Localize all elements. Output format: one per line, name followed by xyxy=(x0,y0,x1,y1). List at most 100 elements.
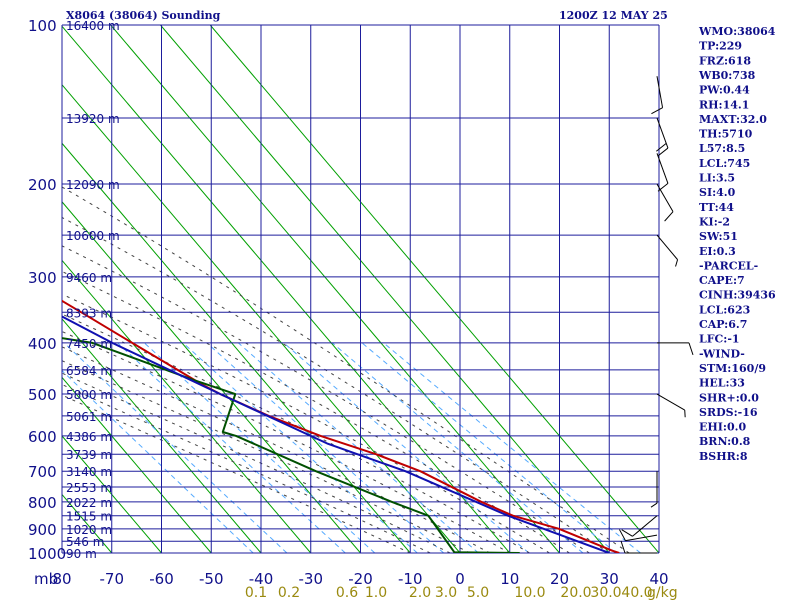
index-item: BSHR:8 xyxy=(699,450,748,463)
mixing-ratio-label: 30.0 xyxy=(590,585,621,600)
height-label: 9460 m xyxy=(66,271,112,285)
isotherm-line xyxy=(62,376,212,553)
pressure-tick-label: 1000 xyxy=(28,545,66,563)
temperature-tick-label: 40 xyxy=(649,570,668,588)
height-label: 1020 m xyxy=(66,523,112,537)
wind-barb xyxy=(656,117,669,157)
height-label: 5800 m xyxy=(66,388,112,402)
isotherm-line xyxy=(160,25,610,553)
isotherm-line xyxy=(110,25,560,553)
index-item: TH:5710 xyxy=(699,128,753,141)
index-item: RH:14.1 xyxy=(699,98,749,111)
dewpoint-line xyxy=(62,337,520,553)
wind-barb-flag xyxy=(688,342,694,356)
temperature-tick-label: 0 xyxy=(455,570,465,588)
temperature-tick-label: 10 xyxy=(500,570,519,588)
mixing-ratio-label: 2.0 xyxy=(409,585,431,600)
index-item: EHI:0.0 xyxy=(699,421,746,434)
height-label: 3140 m xyxy=(66,465,112,479)
index-item: FRZ:618 xyxy=(699,54,751,67)
pressure-tick-label: 200 xyxy=(28,176,57,194)
pressure-tick-label: 400 xyxy=(28,335,57,353)
index-item: MAXT:32.0 xyxy=(699,113,767,126)
temperature-tick-label: -10 xyxy=(398,570,423,588)
wind-barb-flag xyxy=(620,540,626,554)
mixing-ratio-label: 0.2 xyxy=(278,585,300,600)
wind-barb xyxy=(657,342,694,356)
wind-barb-staff xyxy=(656,76,664,108)
wind-barb-staff xyxy=(656,183,674,212)
height-label: 2553 m xyxy=(66,481,112,495)
height-label: 13920 m xyxy=(66,112,120,126)
height-label: 6584 m xyxy=(66,364,112,378)
wind-barb-staff xyxy=(656,117,669,149)
index-item: TP:229 xyxy=(699,40,742,53)
index-item: TT:44 xyxy=(699,201,734,214)
index-item: SHR+:0.0 xyxy=(699,391,759,404)
wind-barb-staff xyxy=(632,515,658,537)
temperature-tick-label: -70 xyxy=(100,570,125,588)
wind-barb xyxy=(619,529,658,542)
wind-barb xyxy=(621,515,658,537)
wind-barb xyxy=(650,471,658,508)
index-item: CINH:39436 xyxy=(699,289,776,302)
index-item: CAPE:7 xyxy=(699,274,745,287)
height-label: 8393 m xyxy=(66,306,112,320)
index-item: -WIND- xyxy=(699,347,745,360)
index-item: WB0:738 xyxy=(698,69,756,82)
wind-barb xyxy=(620,540,657,554)
wind-barb-flag xyxy=(675,259,679,267)
mixing-ratio-label: 1.0 xyxy=(365,585,387,600)
index-item: BRN:0.8 xyxy=(699,435,751,448)
wind-barb xyxy=(651,76,664,115)
height-label: 10600 m xyxy=(66,229,120,243)
pressure-tick-label: 900 xyxy=(28,521,57,539)
index-item: LCL:745 xyxy=(699,157,750,170)
height-label: 12090 m xyxy=(66,178,120,192)
isotherm-line xyxy=(62,142,411,553)
wind-barb-flag xyxy=(619,529,626,541)
wind-barb xyxy=(656,153,669,192)
height-label: 90 m xyxy=(66,547,97,561)
pressure-tick-label: 800 xyxy=(28,494,57,512)
wind-barb xyxy=(656,183,674,222)
wind-barb-staff xyxy=(625,534,658,542)
temperature-tick-label: 30 xyxy=(600,570,619,588)
pressure-tick-label: 100 xyxy=(28,17,57,35)
pressure-tick-label: 600 xyxy=(28,428,57,446)
index-item: HEL:33 xyxy=(699,377,745,390)
index-item: PW:0.44 xyxy=(699,84,750,97)
wind-barb xyxy=(656,393,686,418)
pressure-tick-label: 300 xyxy=(28,269,57,287)
height-label: 2022 m xyxy=(66,496,112,510)
isotherm-line xyxy=(62,318,262,553)
index-item: KI:-2 xyxy=(699,215,730,228)
temperature-tick-label: -50 xyxy=(199,570,224,588)
wind-barbs xyxy=(619,76,694,554)
temperature-tick-label: 80 xyxy=(52,570,71,588)
wind-barb-staff xyxy=(656,234,678,260)
isotherm-line xyxy=(62,25,511,553)
wind-barb-flag xyxy=(651,107,663,115)
parcel-line xyxy=(62,315,610,553)
mixing-ratio-unit: g/kg xyxy=(647,585,678,600)
index-item: SRDS:-16 xyxy=(699,406,758,419)
moist-adiabat-line xyxy=(62,245,590,553)
mixing-ratio-label: 0.1 xyxy=(245,585,267,600)
moist-adiabat-line xyxy=(62,372,451,553)
index-item: WMO:38064 xyxy=(698,25,776,38)
mixing-ratio-label: 0.6 xyxy=(336,585,358,600)
sounding-time: 1200Z 12 MAY 25 xyxy=(559,9,668,22)
height-label: 16400 m xyxy=(66,19,120,33)
height-label: 546 m xyxy=(66,535,104,549)
isotherm-line xyxy=(62,259,312,553)
isotherm-line xyxy=(209,25,659,553)
index-item: CAP:6.7 xyxy=(699,318,747,331)
profile-series xyxy=(62,299,620,553)
index-item: LI:3.5 xyxy=(699,172,735,185)
pressure-tick-label: 700 xyxy=(28,463,57,481)
